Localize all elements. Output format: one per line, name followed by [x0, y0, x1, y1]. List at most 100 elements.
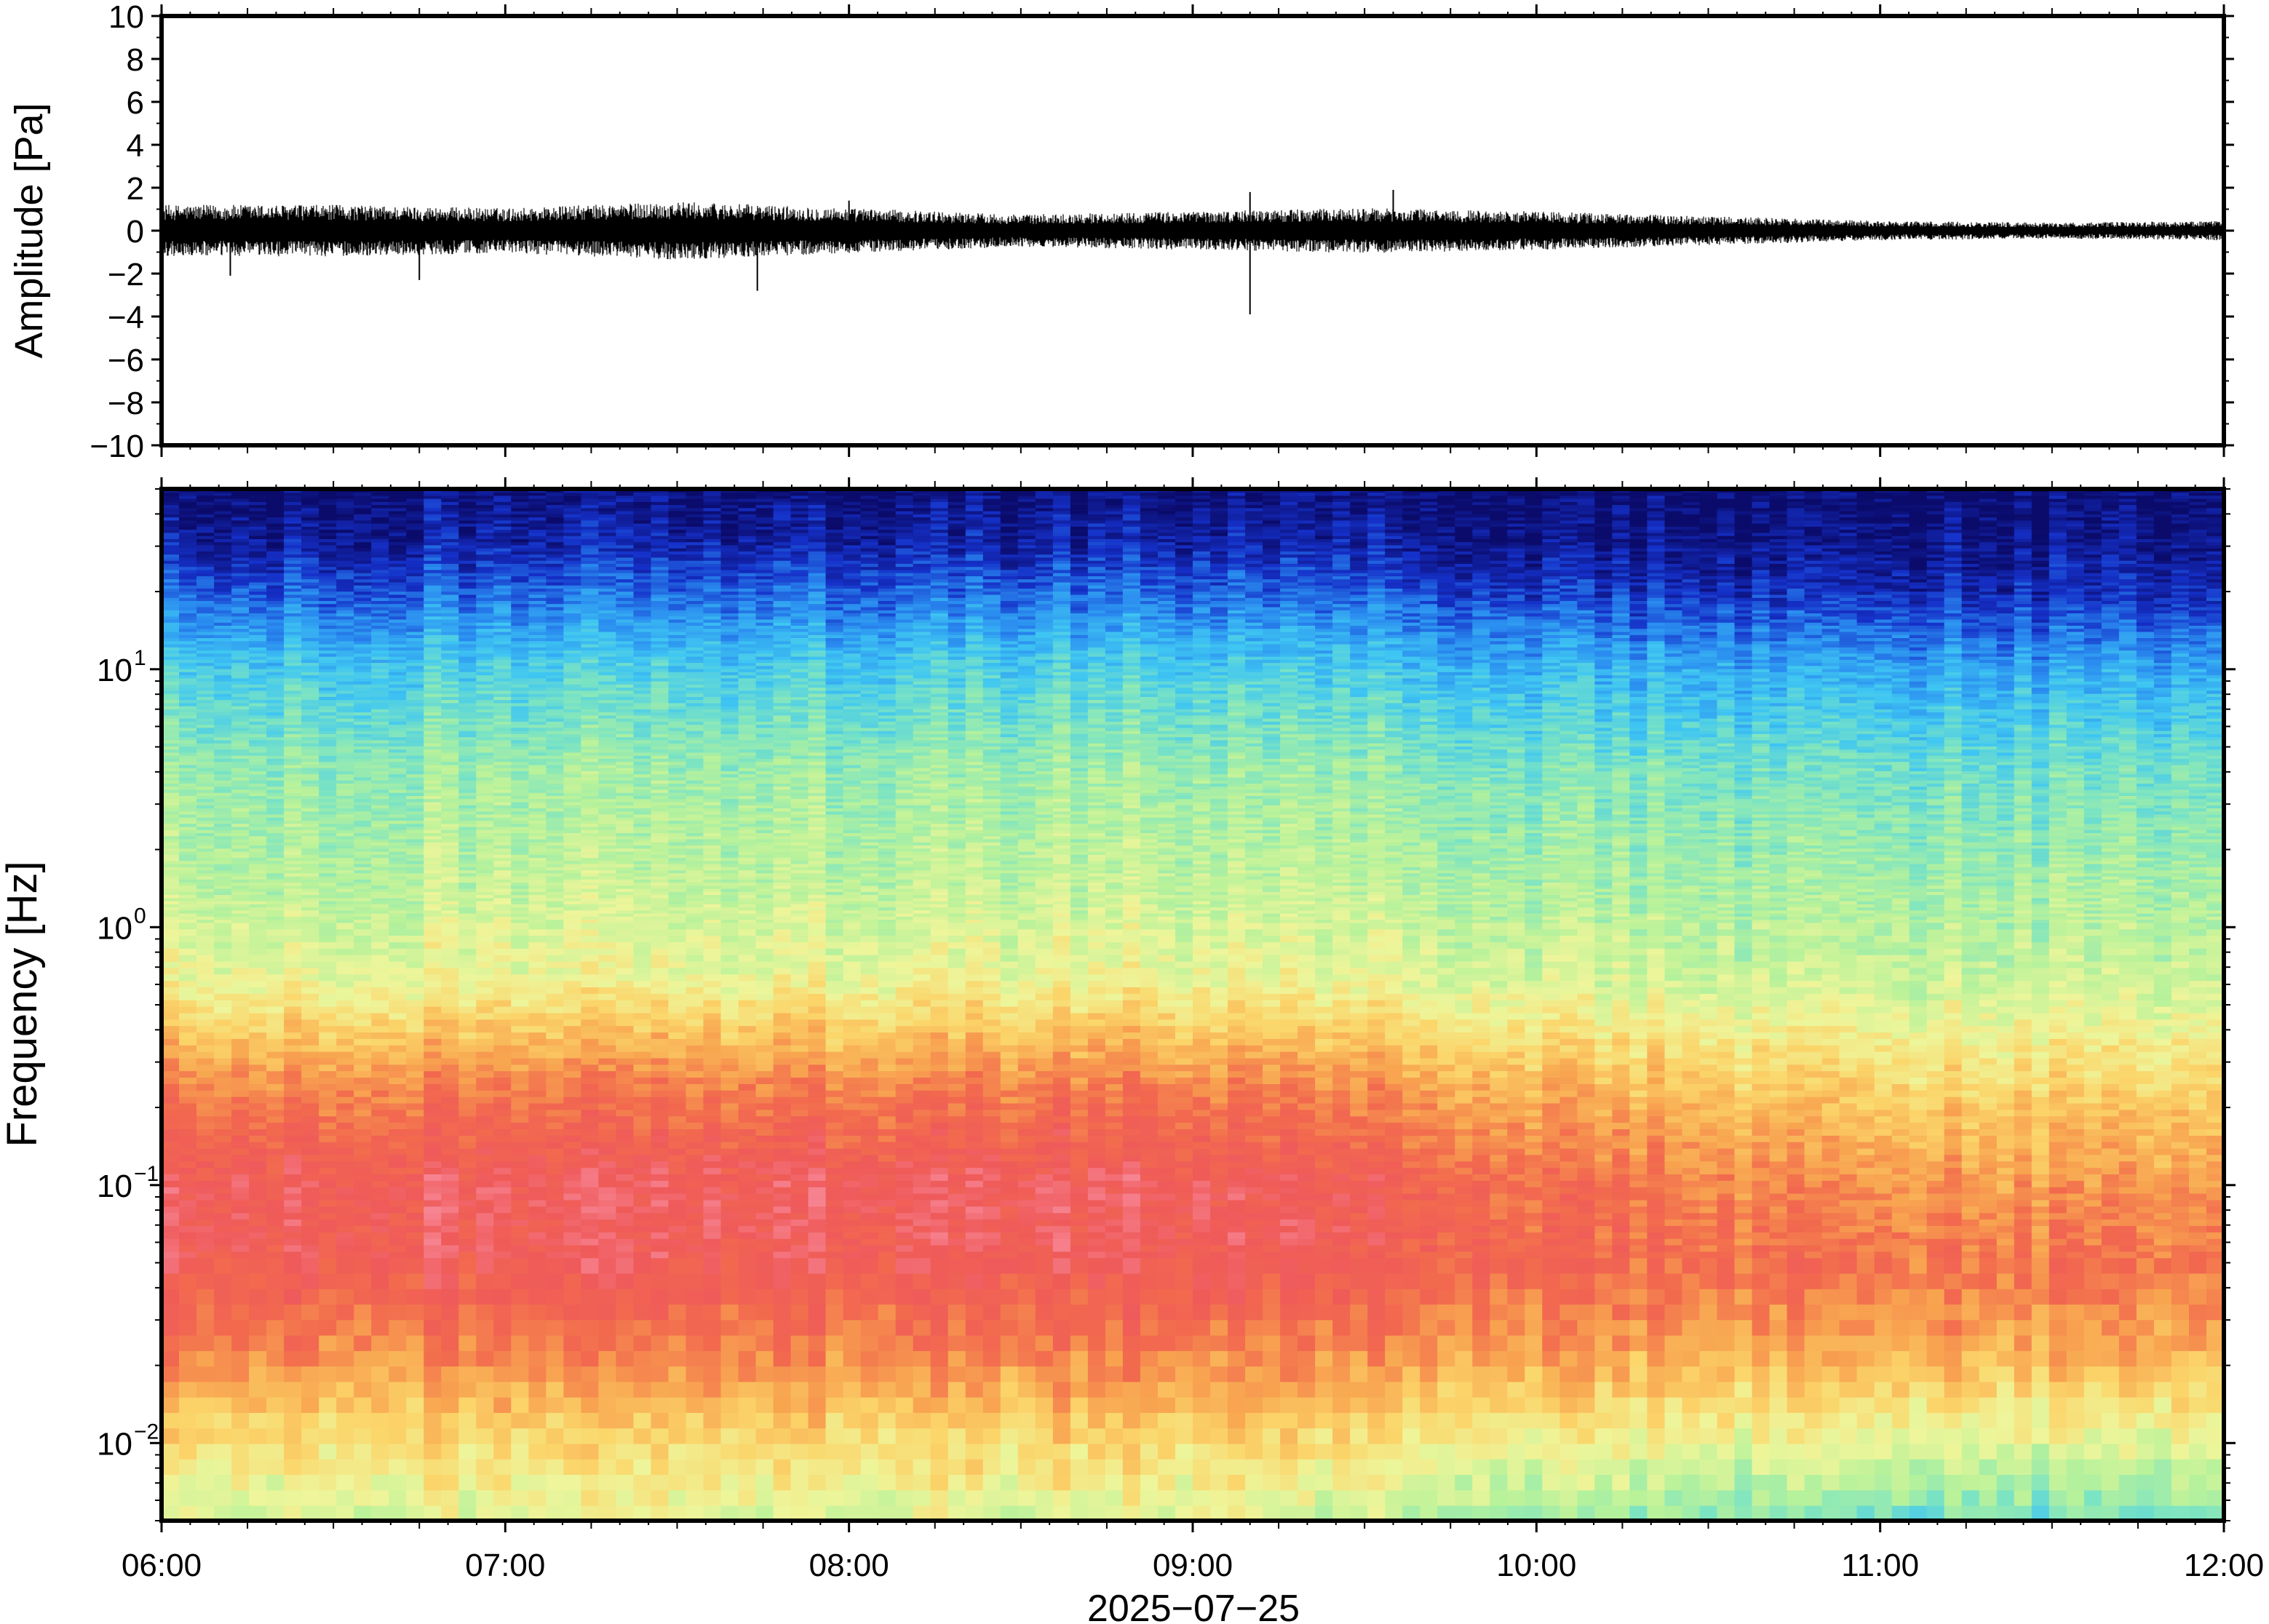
spectrogram-cell	[266, 848, 285, 852]
spectrogram-cell	[476, 1206, 495, 1214]
spectrogram-cell	[179, 1102, 197, 1110]
spectrogram-cell	[214, 631, 232, 635]
spectrogram-cell	[511, 1219, 530, 1226]
spectrogram-cell	[196, 987, 215, 994]
spectrogram-cell	[162, 532, 180, 536]
spectrogram-cell	[563, 935, 582, 942]
spectrogram-cell	[284, 942, 302, 949]
spectrogram-cell	[179, 572, 197, 576]
spectrogram-cell	[301, 813, 319, 818]
spectrogram-cell	[441, 1012, 460, 1020]
spectrogram-cell	[179, 1044, 197, 1052]
spectrogram-cell	[249, 1012, 267, 1020]
spectrogram-cell	[336, 798, 354, 803]
spectrogram-cell	[249, 823, 267, 827]
spectrogram-cell	[319, 894, 337, 899]
spectrogram-cell	[336, 967, 354, 975]
spectrogram-cell	[179, 746, 197, 750]
spectrogram-cell	[319, 1064, 337, 1072]
spectrogram-cell	[528, 1273, 547, 1289]
spectrogram-cell	[249, 1257, 267, 1274]
spectrogram-cell	[266, 863, 285, 867]
spectrogram-cell	[354, 904, 372, 908]
spectrogram-cell	[336, 566, 354, 570]
spectrogram-cell	[389, 1186, 407, 1194]
spectrogram-cell	[284, 522, 302, 527]
spectrogram-cell	[179, 715, 197, 719]
spectrogram-cell	[266, 1147, 285, 1155]
spectrogram-cell	[301, 1238, 319, 1246]
spectrogram-cell	[336, 1206, 354, 1214]
spectrogram-cell	[196, 1350, 215, 1367]
spectrogram-cell	[249, 616, 267, 620]
spectrogram-cell	[441, 1174, 460, 1181]
spectrogram-cell	[301, 993, 319, 1000]
spectrogram-cell	[284, 547, 302, 552]
spectrogram-cell	[179, 813, 197, 818]
spectrogram-cell	[319, 557, 337, 561]
spectrogram-cell	[162, 1174, 180, 1181]
spectrogram-cell	[231, 922, 250, 930]
spectrogram-cell	[319, 773, 337, 778]
spectrogram-cell	[441, 1129, 460, 1136]
spectrogram-cell	[266, 591, 285, 595]
spectrogram-cell	[354, 1167, 372, 1174]
spectrogram-cell	[336, 1251, 354, 1259]
spectrogram-cell	[196, 640, 215, 645]
spectrogram-cell	[266, 746, 285, 750]
spectrogram-cell	[266, 823, 285, 827]
spectrogram-cell	[214, 653, 232, 657]
spectrogram-cell	[249, 501, 267, 506]
spectrogram-cell	[354, 1051, 372, 1059]
spectrogram-cell	[319, 909, 337, 914]
spectrogram-cell	[476, 1396, 495, 1413]
spectrogram-cell	[231, 779, 250, 784]
spectrogram-cell	[301, 551, 319, 555]
spectrogram-cell	[336, 954, 354, 962]
spectrogram-cell	[424, 1304, 442, 1321]
spectrogram-cell	[389, 1141, 407, 1149]
spectrogram-cell	[249, 755, 267, 759]
spectrogram-cell	[284, 1244, 302, 1252]
spectrogram-cell	[231, 1489, 250, 1506]
spectrogram-cell	[214, 967, 232, 975]
spectrogram-cell	[336, 1025, 354, 1033]
spectrogram-cell	[493, 1096, 512, 1104]
spectrogram-cell	[214, 885, 232, 889]
spectrogram-cell	[511, 928, 530, 936]
spectrogram-cell	[406, 999, 424, 1007]
spectrogram-cell	[196, 993, 215, 1000]
spectrogram-cell	[319, 1051, 337, 1059]
spectrogram-cell	[162, 736, 180, 741]
spectrogram-cell	[249, 600, 267, 605]
spectrogram-cell	[196, 1032, 215, 1039]
spectrogram-cell	[162, 854, 180, 859]
spectrogram-cell	[266, 869, 285, 874]
spectrogram-cell	[266, 727, 285, 731]
spectrogram-cell	[162, 1154, 180, 1162]
spectrogram-cell	[563, 1251, 582, 1259]
spectrogram-cell	[284, 894, 302, 899]
spectrogram-cell	[301, 498, 319, 502]
spectrogram-cell	[162, 693, 180, 697]
spectrogram-cell	[249, 1174, 267, 1181]
spectrogram-cell	[354, 967, 372, 975]
spectrogram-cell	[319, 879, 337, 883]
spectrogram-cell	[406, 1443, 424, 1460]
spectrogram-cell	[336, 656, 354, 660]
spectrogram-cell	[476, 1474, 495, 1491]
spectrogram-cell	[249, 907, 267, 911]
spectrogram-cell	[336, 739, 354, 744]
spectrogram-cell	[336, 724, 354, 728]
spectrogram-cell	[336, 696, 354, 701]
spectrogram-cell	[214, 724, 232, 728]
spectrogram-cell	[406, 1381, 424, 1398]
spectrogram-cell	[336, 1489, 354, 1506]
spectrogram-cell	[354, 1350, 372, 1367]
spectrogram-cell	[249, 1489, 267, 1506]
spectrogram-cell	[301, 705, 319, 709]
spectrogram-cell	[231, 514, 250, 518]
spectrogram-cell	[284, 1044, 302, 1052]
spectrogram-cell	[214, 1135, 232, 1142]
spectrogram-cell	[179, 1458, 197, 1475]
